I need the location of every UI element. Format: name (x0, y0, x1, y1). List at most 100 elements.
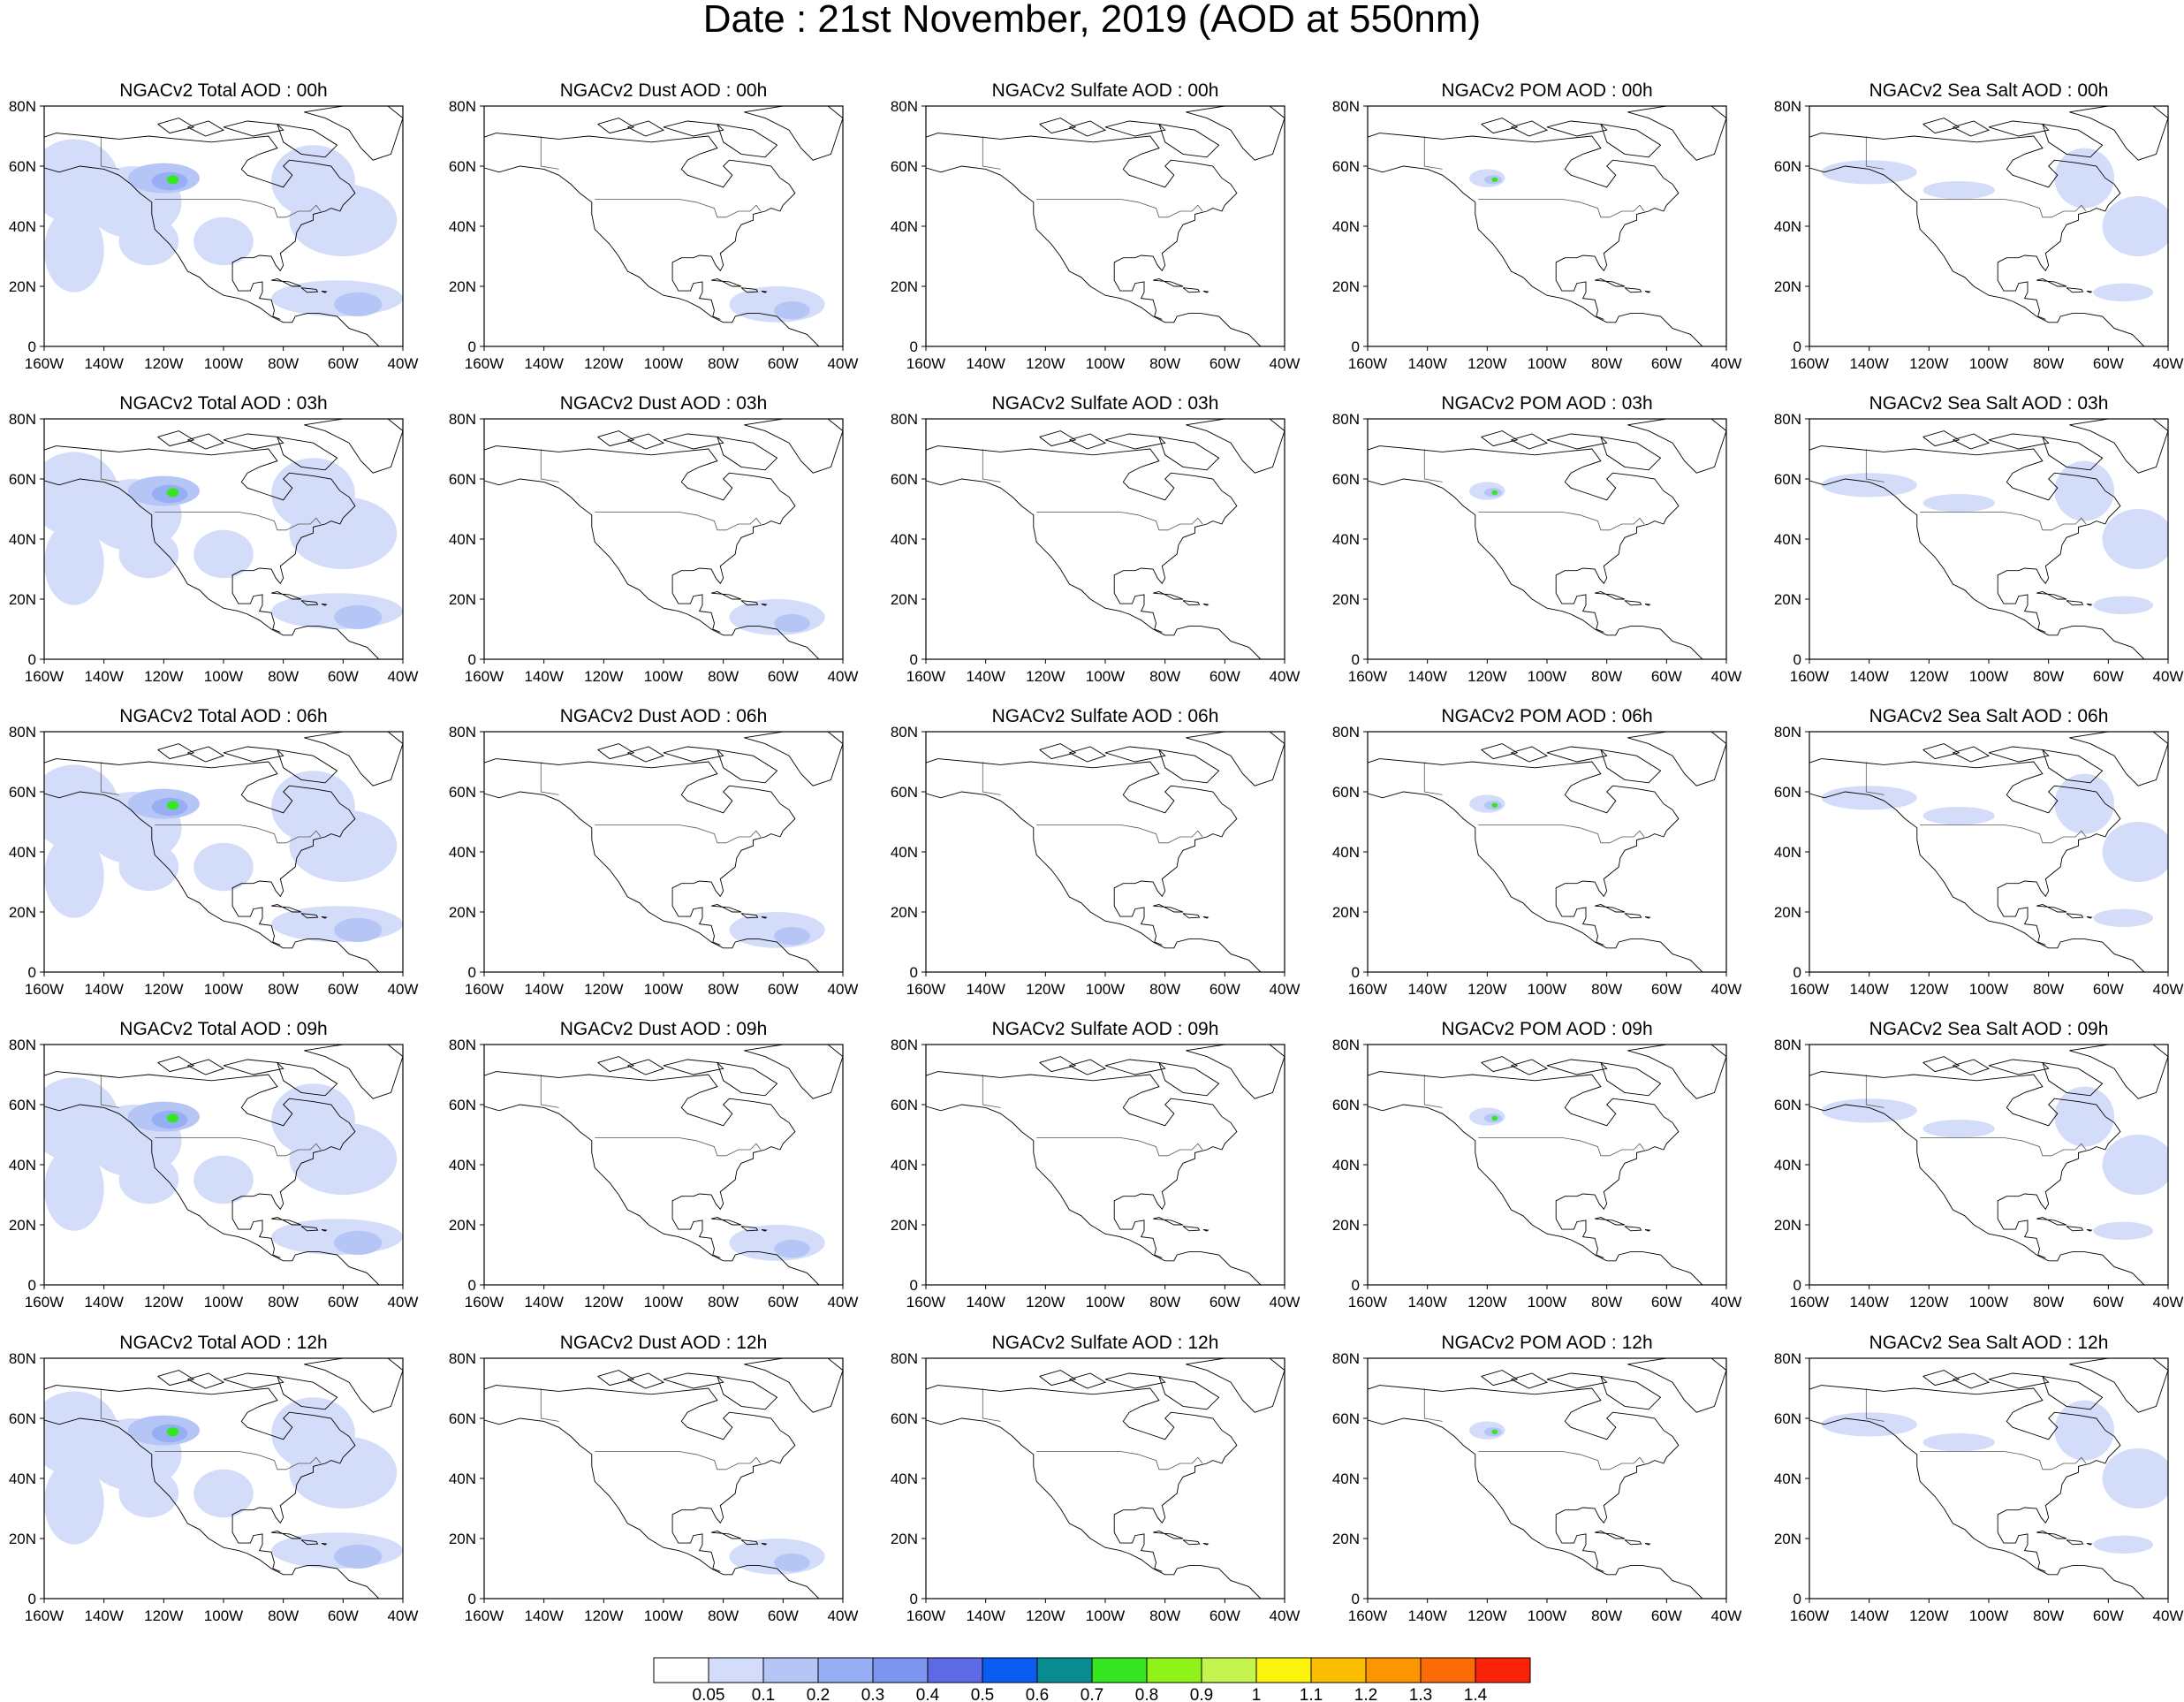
pacific-coastline (1368, 165, 1703, 346)
pacific-coastline (926, 165, 1262, 346)
aod-region (2093, 1221, 2154, 1241)
lon-tick-label: 120W (584, 355, 623, 372)
lat-tick-label: 40N (1774, 531, 1801, 548)
lat-tick-label: 60N (1332, 784, 1360, 801)
island-outline (1644, 603, 1651, 606)
island-outline (1202, 290, 1210, 293)
island-outline (277, 1375, 338, 1410)
lon-tick-label: 140W (1407, 1294, 1446, 1311)
lon-tick-label: 80W (1591, 355, 1622, 372)
map-frame (1368, 106, 1726, 346)
lat-tick-label: 40N (1774, 1470, 1801, 1487)
island-outline (1104, 433, 1166, 450)
aod-region (1821, 1098, 1917, 1123)
island-outline (597, 1370, 635, 1387)
colorbar-box (1091, 1657, 1148, 1683)
lat-tick-label: 40N (1332, 1157, 1360, 1174)
panel-title: NGACv2 Total AOD : 09h (119, 1019, 327, 1039)
atlantic-coastline (926, 1071, 1238, 1211)
panel-title: NGACv2 Total AOD : 03h (119, 393, 327, 414)
us-canada-border (1036, 198, 1203, 218)
central-america-coastline (1113, 268, 1163, 320)
lon-tick-label: 100W (1528, 1607, 1566, 1624)
alaska-border (540, 449, 559, 482)
panel-title: NGACv2 Sulfate AOD : 06h (992, 706, 1219, 726)
lon-tick-label: 40W (1270, 668, 1301, 685)
greenland-coastline (1186, 106, 1285, 161)
lon-tick-label: 60W (1210, 668, 1240, 685)
aod-region (774, 614, 810, 633)
island-outline (1600, 436, 1662, 471)
island-outline (1182, 1226, 1201, 1232)
island-outline (1922, 118, 1960, 134)
lon-tick-label: 40W (1711, 355, 1742, 372)
panel-title: NGACv2 Sea Salt AOD : 00h (1869, 80, 2109, 101)
lon-tick-label: 140W (84, 1607, 123, 1624)
aod-shading (44, 764, 403, 942)
lon-tick-label: 60W (1651, 355, 1682, 372)
island-outline (1624, 600, 1642, 606)
aod-region (193, 1469, 254, 1518)
lat-tick-label: 80N (1332, 724, 1360, 741)
atlantic-coastline (484, 133, 796, 272)
lon-tick-label: 120W (1467, 1294, 1506, 1311)
lat-tick-label: 80N (1332, 1037, 1360, 1053)
island-outline (1511, 120, 1549, 137)
lon-tick-label: 40W (2153, 1607, 2184, 1624)
aod-region (193, 1155, 254, 1204)
us-canada-border (155, 1137, 322, 1157)
aod-region (1922, 494, 1995, 513)
aod-region (193, 217, 254, 266)
lon-tick-label: 40W (1270, 1294, 1301, 1311)
island-outline (1039, 1056, 1077, 1073)
island-outline (1104, 1059, 1166, 1075)
us-canada-border (1036, 824, 1203, 844)
central-america-coastline (231, 581, 281, 633)
island-outline (740, 1539, 759, 1546)
island-outline (1546, 1372, 1608, 1389)
aod-region (2102, 822, 2168, 882)
lon-tick-label: 100W (1969, 981, 2008, 998)
island-outline (277, 1061, 338, 1097)
island-outline (1624, 1226, 1642, 1232)
colorbar-box (1420, 1657, 1476, 1683)
greenland-coastline (304, 732, 403, 786)
island-outline (1158, 1061, 1220, 1097)
lat-tick-label: 0 (1352, 1591, 1360, 1607)
lon-tick-label: 80W (2033, 355, 2064, 372)
lat-tick-label: 0 (1793, 338, 1801, 355)
lat-tick-label: 40N (891, 218, 918, 235)
island-outline (2036, 278, 2067, 287)
island-outline (1600, 1061, 1662, 1097)
aod-region (1922, 807, 1995, 825)
lon-tick-label: 120W (584, 1294, 623, 1311)
island-outline (187, 1372, 225, 1389)
greenland-coastline (304, 419, 403, 474)
lat-tick-label: 60N (449, 1410, 476, 1427)
island-outline (2066, 1539, 2084, 1546)
lon-tick-label: 120W (1909, 355, 1948, 372)
lon-tick-label: 120W (1026, 668, 1065, 685)
island-outline (1624, 1539, 1642, 1546)
island-outline (223, 1059, 284, 1075)
lon-tick-label: 160W (1348, 1294, 1387, 1311)
coastlines (926, 732, 1285, 972)
island-outline (2042, 1061, 2104, 1097)
alaska-border (1865, 136, 1884, 170)
us-canada-border (1920, 512, 2087, 531)
island-outline (270, 1217, 302, 1226)
island-outline (1953, 120, 1991, 137)
island-outline (740, 913, 759, 919)
lon-tick-label: 40W (1270, 355, 1301, 372)
pacific-coastline (44, 165, 380, 346)
lat-tick-label: 0 (1352, 1277, 1360, 1294)
lon-tick-label: 140W (524, 668, 563, 685)
island-outline (1624, 913, 1642, 919)
pacific-coastline (1809, 1417, 2145, 1599)
coastlines (1368, 419, 1726, 659)
lon-tick-label: 80W (1591, 1294, 1622, 1311)
lat-tick-label: 40N (891, 844, 918, 861)
lon-tick-label: 40W (388, 1294, 419, 1311)
alaska-border (1865, 1388, 1884, 1422)
